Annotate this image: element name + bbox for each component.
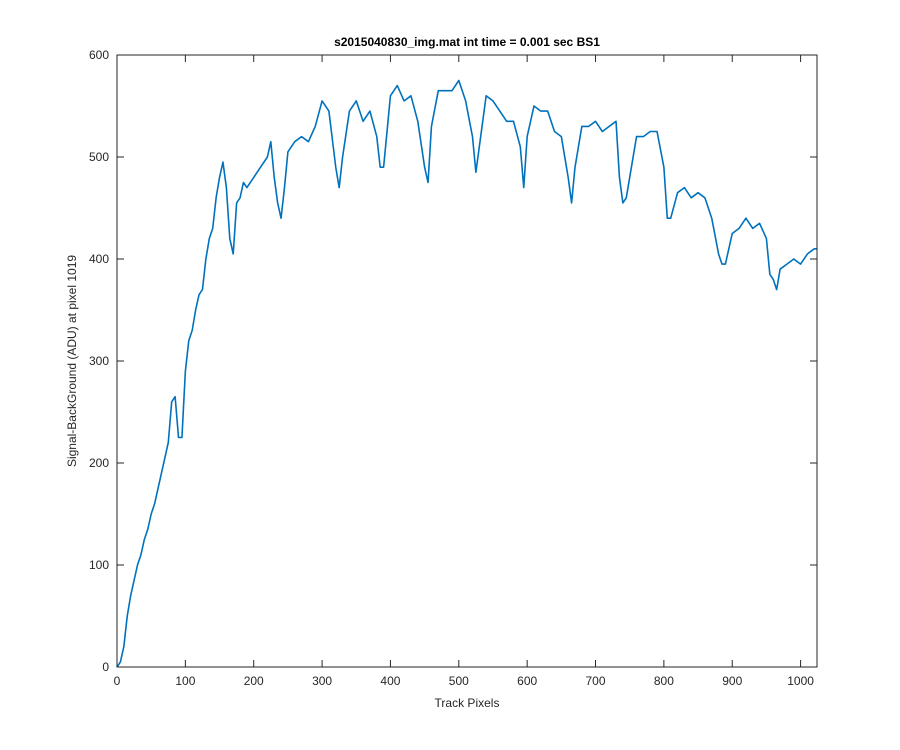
x-tick-label: 400	[380, 674, 400, 688]
y-tick-label: 500	[89, 150, 109, 164]
x-tick-label: 100	[175, 674, 195, 688]
x-tick-label: 700	[586, 674, 606, 688]
y-tick-label: 300	[89, 354, 109, 368]
x-tick-label: 600	[517, 674, 537, 688]
y-tick-label: 0	[102, 660, 109, 674]
x-axis-label: Track Pixels	[435, 696, 500, 710]
y-axis-label: Signal-BackGround (ADU) at pixel 1019	[65, 255, 79, 467]
x-tick-label: 800	[654, 674, 674, 688]
y-tick-label: 400	[89, 252, 109, 266]
x-tick-label: 900	[722, 674, 742, 688]
chart-title: s2015040830_img.mat int time = 0.001 sec…	[334, 35, 600, 49]
y-tick-label: 100	[89, 558, 109, 572]
y-tick-label: 600	[89, 48, 109, 62]
x-tick-label: 300	[312, 674, 332, 688]
x-tick-label: 1000	[787, 674, 814, 688]
x-tick-label: 200	[244, 674, 264, 688]
x-tick-label: 0	[114, 674, 121, 688]
x-tick-label: 500	[449, 674, 469, 688]
data-line	[116, 79, 817, 668]
y-tick-label: 200	[89, 456, 109, 470]
